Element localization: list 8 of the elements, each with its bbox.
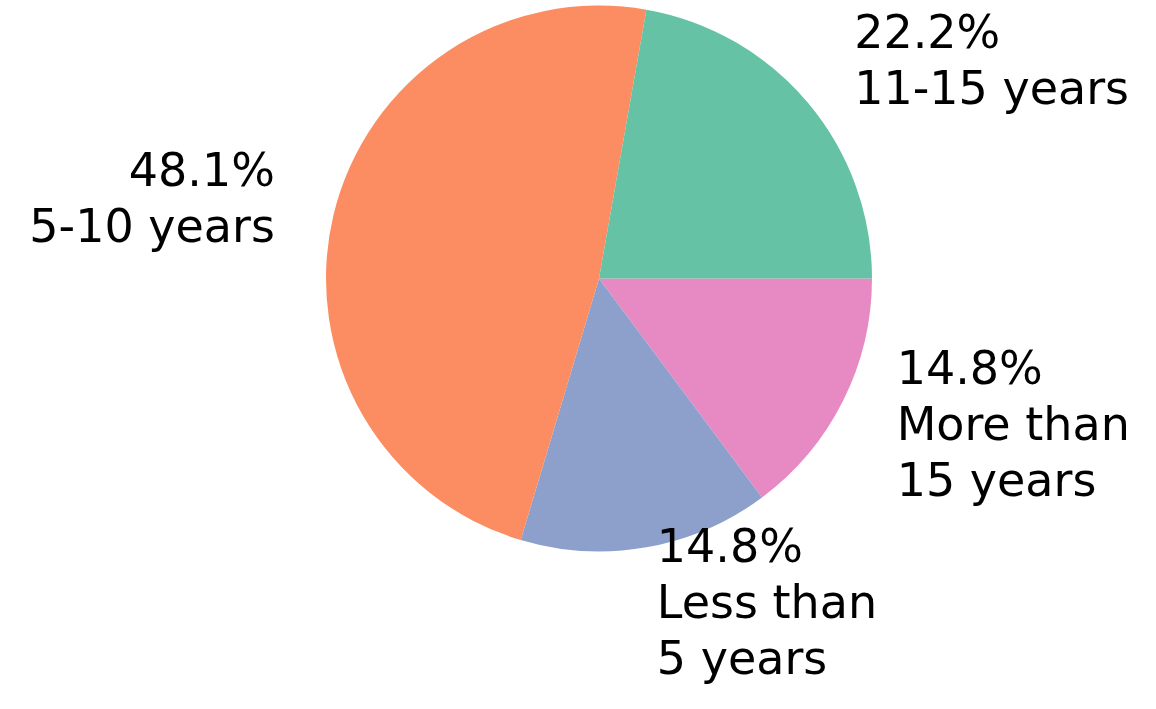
slice-label: Less than 5 years <box>656 575 878 686</box>
data-label: 14.8% <box>656 519 803 574</box>
slice-label: 5-10 years <box>29 198 275 253</box>
slice-label: 11-15 years <box>854 61 1130 116</box>
data-label: 14.8% <box>896 340 1043 395</box>
data-label: 48.1% <box>128 142 275 197</box>
slice-label: More than 15 years <box>896 396 1130 507</box>
data-label: 22.2% <box>854 5 1001 60</box>
